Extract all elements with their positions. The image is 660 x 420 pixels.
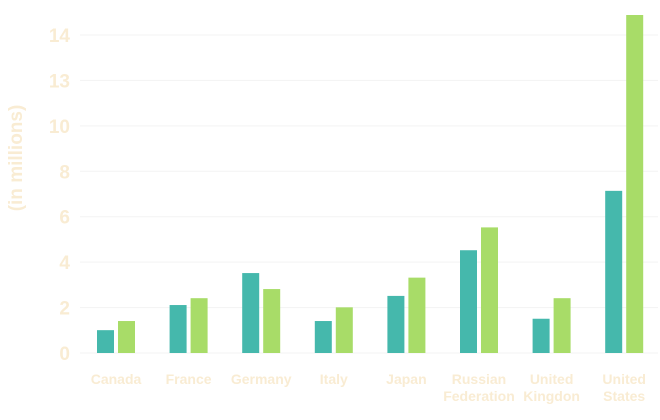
bar-series-2 <box>481 227 498 353</box>
grid-lines <box>80 34 658 354</box>
bar-series-1 <box>532 318 550 353</box>
bar-series-2 <box>190 298 208 353</box>
category-label: Germany <box>231 371 292 387</box>
category-label-line: Federation <box>443 388 515 404</box>
y-tick-label: 2 <box>59 299 70 320</box>
bar-series-2 <box>626 15 644 353</box>
category-label-line: Germany <box>231 371 292 387</box>
category-label-line: France <box>166 371 212 387</box>
category-label: United States <box>602 371 646 404</box>
y-tick-label: 10 <box>49 117 70 138</box>
y-axis-title: (in millions) <box>6 105 27 212</box>
category-label: United Kingdon <box>523 371 580 404</box>
bar-series-2 <box>408 277 426 353</box>
y-tick-label: 14 <box>49 26 71 47</box>
y-tick-label: 13 <box>49 71 70 92</box>
category-label: Japan <box>386 371 426 387</box>
bar-series-2 <box>335 307 353 353</box>
category-labels: Canada France Germany Italy Japan Russian Fede… <box>91 371 646 404</box>
bar-series-1 <box>460 250 477 353</box>
y-tick-label: 6 <box>59 208 70 229</box>
y-tick-label: 8 <box>59 162 70 183</box>
bar-series-1 <box>169 305 187 353</box>
category-label-line: Russian <box>452 371 506 387</box>
bar-series-2 <box>553 298 571 353</box>
bar-series-1 <box>97 330 114 353</box>
bar-series-2 <box>118 321 135 353</box>
category-label: Italy <box>320 371 348 387</box>
bar-series-2 <box>263 289 281 353</box>
category-label-line: United <box>530 371 574 387</box>
bar-series-1 <box>314 321 332 353</box>
category-label-line: Italy <box>320 371 348 387</box>
bars <box>97 15 644 353</box>
category-label-line: Kingdon <box>523 388 580 404</box>
category-label: Russian Federation <box>443 371 515 404</box>
bar-series-1 <box>242 273 260 353</box>
category-label: Canada <box>91 371 142 387</box>
y-tick-labels: 0 2 4 6 8 10 13 14 <box>49 26 71 365</box>
category-label-line: United <box>602 371 646 387</box>
bar-series-1 <box>387 295 405 353</box>
category-label-line: Japan <box>386 371 426 387</box>
category-label: France <box>166 371 212 387</box>
category-label-line: Canada <box>91 371 142 387</box>
y-tick-label: 0 <box>59 344 70 365</box>
bar-series-1 <box>605 190 623 353</box>
y-tick-label: 4 <box>59 253 70 274</box>
category-label-line: States <box>603 388 645 404</box>
